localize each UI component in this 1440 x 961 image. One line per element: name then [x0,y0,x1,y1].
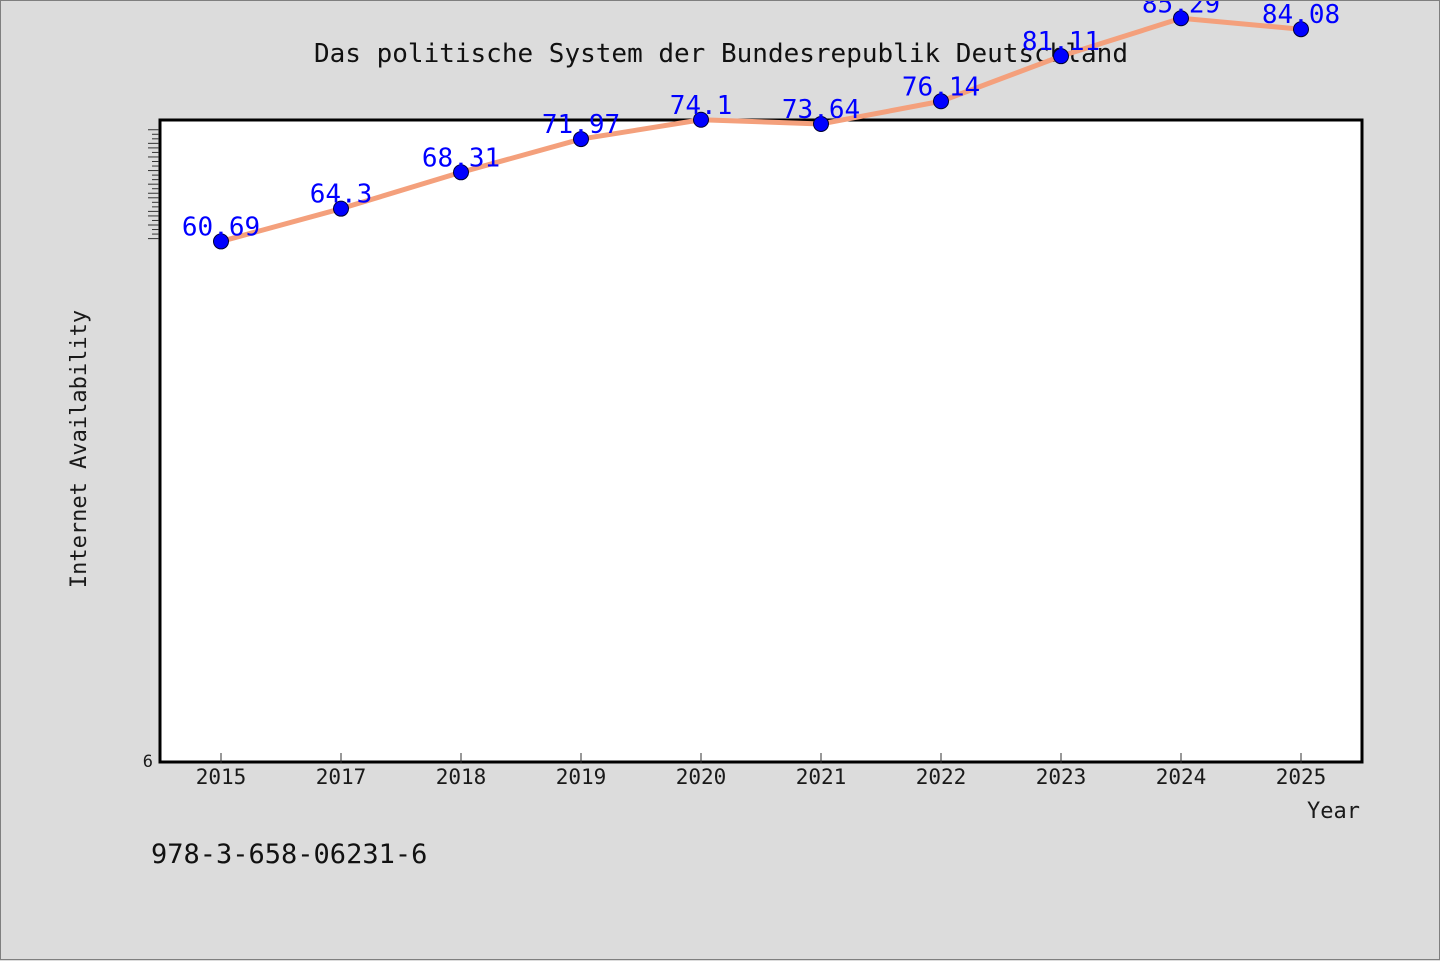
data-label: 64.3 [310,180,373,210]
x-tick-label: 2025 [1276,765,1327,789]
data-point [813,115,829,132]
data-point [453,164,469,181]
data-label: 68.31 [422,143,500,173]
x-tick-label: 2017 [316,765,367,789]
plot-area [158,118,1364,764]
isbn-footer: 978-3-658-06231-6 [151,839,427,870]
data-label: 60.69 [182,212,260,242]
chart-title: Das politische System der Bundesrepublik… [314,39,1128,69]
data-point [333,200,349,217]
data-point [213,233,229,250]
x-tick-label: 2015 [196,765,247,789]
x-tick-label: 2018 [436,765,487,789]
data-point [573,131,589,148]
y-axis-ticks [148,129,159,240]
data-point [1053,48,1069,65]
data-label: 81.11 [1022,27,1100,57]
data-label: 76.14 [902,72,980,102]
series-line [220,15,1302,244]
x-tick-label: 2023 [1036,765,1087,789]
x-axis-ticks: 2015 2017 2018 2019 2020 2021 2022 2023 2024 2025 [196,753,1327,789]
data-point [1173,10,1189,27]
x-tick-label: 2024 [1156,765,1207,789]
data-label: 84.08 [1262,1,1340,30]
data-label: 74.1 [670,91,733,121]
x-tick-label: 2019 [556,765,607,789]
x-axis-label: Year [1307,799,1360,824]
data-markers [213,10,1309,250]
y-tick-label: 6 [143,752,153,772]
y-axis-label: Internet Availability [67,310,92,588]
x-tick-label: 2020 [676,765,727,789]
data-label: 71.97 [542,110,620,140]
data-labels: 60.69 64.3 68.31 71.97 74.1 73.64 76.14 81.11 85… [182,1,1340,242]
data-label: 85.29 [1142,1,1220,19]
x-tick-label: 2022 [916,765,967,789]
data-point [1293,21,1309,38]
data-point [933,93,949,110]
data-label: 73.64 [782,95,860,125]
x-tick-label: 2021 [796,765,847,789]
data-point [693,111,709,128]
